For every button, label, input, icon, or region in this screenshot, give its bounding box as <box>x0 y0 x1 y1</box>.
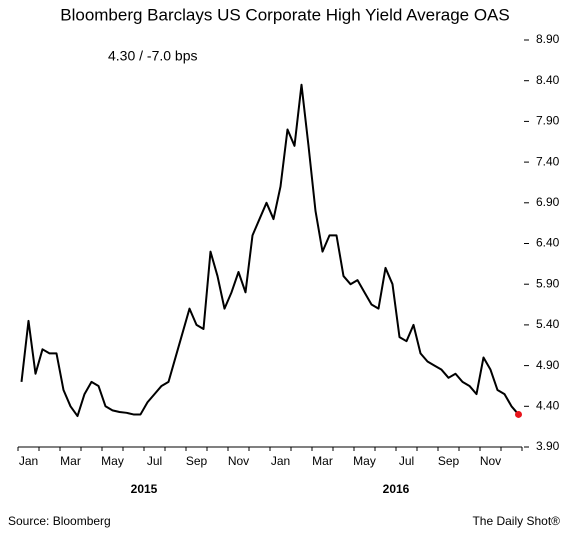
x-tick-label: Jul <box>147 454 162 468</box>
y-tick-label: 3.90 <box>536 439 560 453</box>
y-tick-label: 8.90 <box>536 32 560 46</box>
credit: The Daily Shot® <box>472 514 560 528</box>
y-tick-label: 7.90 <box>536 114 560 128</box>
x-tick-label: Nov <box>228 454 249 468</box>
x-tick-label: Sep <box>438 454 460 468</box>
y-tick-label: 6.40 <box>536 236 560 250</box>
x-tick-label: Nov <box>480 454 501 468</box>
y-tick-label: 7.40 <box>536 154 560 168</box>
chart-title: Bloomberg Barclays US Corporate High Yie… <box>60 5 509 24</box>
x-tick-label: Mar <box>60 454 81 468</box>
year-label: 2016 <box>383 482 410 496</box>
y-tick-label: 5.90 <box>536 276 560 290</box>
year-label: 2015 <box>131 482 158 496</box>
y-tick-label: 4.40 <box>536 398 560 412</box>
x-tick-label: Sep <box>186 454 208 468</box>
x-tick-label: May <box>101 454 124 468</box>
source: Source: Bloomberg <box>8 514 111 528</box>
last-point <box>515 410 522 418</box>
x-tick-label: Jan <box>271 454 290 468</box>
y-tick-label: 6.90 <box>536 195 560 209</box>
x-tick-label: Mar <box>312 454 333 468</box>
annotation: 4.30 / -7.0 bps <box>108 48 198 64</box>
y-tick-label: 4.90 <box>536 358 560 372</box>
line <box>20 83 520 418</box>
x-tick-label: Jan <box>19 454 38 468</box>
x-tick-label: May <box>353 454 376 468</box>
y-tick-label: 8.40 <box>536 73 560 87</box>
y-tick-label: 5.40 <box>536 317 560 331</box>
x-tick-label: Jul <box>399 454 414 468</box>
